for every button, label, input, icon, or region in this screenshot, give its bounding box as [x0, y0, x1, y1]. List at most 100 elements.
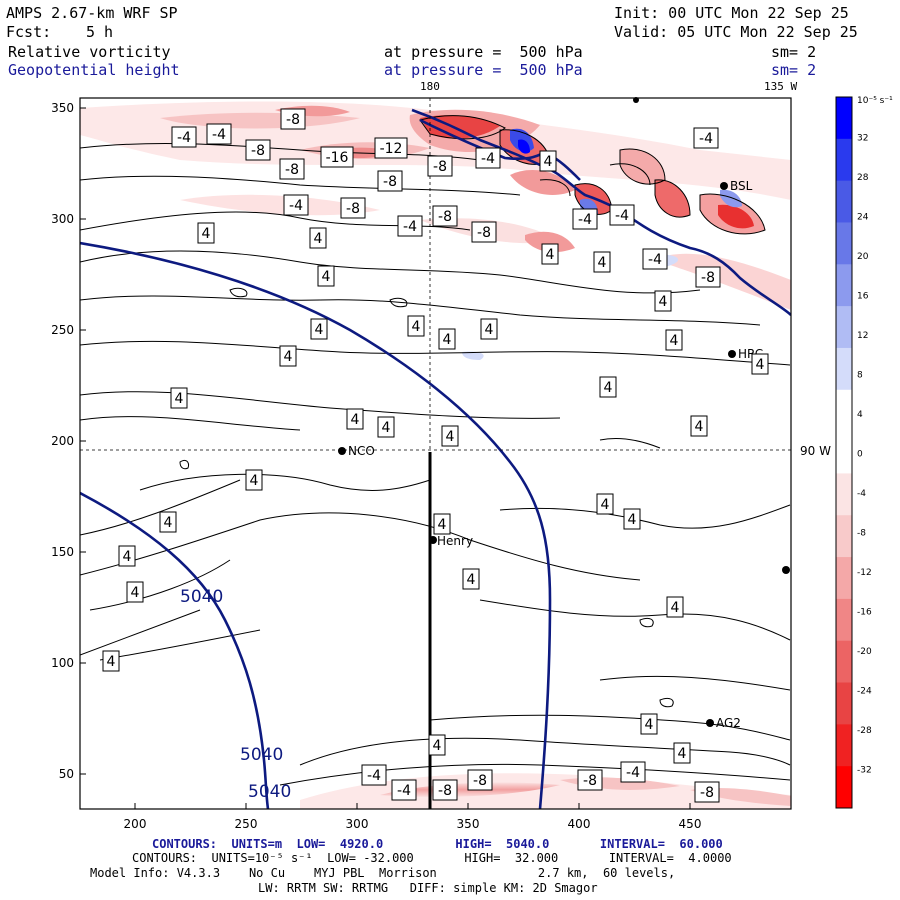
colorbar-segment: [836, 473, 852, 516]
vorticity-label: 4: [245, 469, 263, 491]
vorticity-label-text: 4: [628, 512, 637, 528]
colorbar-segment: [836, 347, 852, 391]
vorticity-label-text: -4: [403, 219, 417, 235]
vorticity-label-text: 4: [598, 255, 607, 271]
vorticity-label: 4: [462, 568, 480, 590]
colorbar-segment: [836, 557, 852, 600]
vorticity-label: 4: [309, 227, 327, 249]
colorbar-segment: [836, 515, 852, 558]
colorbar-segment: [836, 431, 852, 474]
vorticity-label: 4: [159, 511, 177, 533]
vorticity-label: -4: [171, 126, 197, 148]
colorbar-segment: [836, 724, 852, 767]
vorticity-label: -4: [397, 215, 423, 237]
vorticity-label: -4: [572, 208, 598, 230]
vorticity-label: 4: [433, 513, 451, 535]
colorbar-tick-label: -28: [857, 726, 872, 736]
vorticity-label: -4: [620, 761, 646, 783]
height-label: 5040: [180, 587, 223, 607]
vorticity-label-text: 4: [671, 600, 680, 616]
vorticity-label: -8: [377, 170, 403, 192]
vorticity-label-text: 4: [382, 420, 391, 436]
vorticity-label: 4: [673, 742, 691, 764]
vorticity-label-text: 4: [123, 549, 132, 565]
vorticity-label-text: -8: [251, 143, 265, 159]
vorticity-label-text: -8: [700, 785, 714, 801]
vorticity-label: 4: [480, 318, 498, 340]
vorticity-label: -4: [475, 147, 501, 169]
vorticity-label: 4: [690, 415, 708, 437]
vorticity-label-text: -4: [626, 765, 640, 781]
vorticity-label: -4: [693, 127, 719, 149]
y-tick-label: 50: [59, 767, 74, 781]
field1-level: at pressure = 500 hPa: [384, 43, 583, 61]
field1-smoothing: sm= 2: [771, 43, 817, 61]
vorticity-label-text: -8: [438, 209, 452, 225]
vorticity-label-text: 4: [433, 738, 442, 754]
height-label: 5040: [240, 745, 283, 765]
vorticity-label-text: -8: [383, 174, 397, 190]
vorticity-label: 4: [751, 353, 769, 375]
vorticity-label: 4: [596, 493, 614, 515]
x-tick-label: 200: [124, 817, 147, 831]
vorticity-label: 4: [441, 425, 459, 447]
colorbar-tick-label: 20: [857, 252, 869, 262]
vorticity-label-text: 4: [322, 269, 331, 285]
forecast-hours: 5 h: [86, 23, 114, 41]
vorticity-label: 4: [593, 251, 611, 273]
colorbar-tick-label: 32: [857, 134, 868, 144]
vorticity-label-text: 4: [315, 322, 324, 338]
y-tick-label: 250: [51, 323, 74, 337]
vorticity-label: -12: [374, 137, 408, 159]
field2-level: at pressure = 500 hPa: [384, 61, 583, 79]
colorbar-tick-label: -24: [857, 687, 872, 697]
vorticity-label: 4: [438, 328, 456, 350]
vorticity-label: -8: [432, 205, 458, 227]
colorbar-segment: [836, 640, 852, 684]
colorbar-segment: [836, 389, 852, 433]
vorticity-label-text: -4: [481, 151, 495, 167]
vorticity-label-text: -8: [346, 201, 360, 217]
vorticity-label: 4: [599, 376, 617, 398]
forecast-label: Fcst:: [6, 23, 52, 41]
colorbar-tick-label: 4: [857, 410, 863, 420]
vorticity-label-text: -4: [212, 127, 226, 143]
vorticity-label-text: -4: [367, 768, 381, 784]
vorticity-label: -4: [642, 248, 668, 270]
vorticity-label: 4: [346, 408, 364, 430]
colorbar-segment: [836, 598, 852, 642]
station-marker: [706, 719, 714, 727]
vorticity-label: -8: [695, 266, 721, 288]
colorbar-tick-label: -16: [857, 608, 872, 618]
vorticity-label: -4: [361, 764, 387, 786]
colorbar-segment: [836, 97, 852, 140]
y-axis-labels: 350 300 250 200 150 100 50: [51, 101, 74, 781]
colorbar-tick-label: -8: [857, 529, 866, 539]
vorticity-label: 4: [666, 596, 684, 618]
vorticity-label: 4: [118, 545, 136, 567]
vorticity-label: 4: [428, 734, 446, 756]
vorticity-label-text: -8: [583, 773, 597, 789]
vorticity-label-text: 4: [175, 391, 184, 407]
station-marker: [720, 182, 728, 190]
y-tick-label: 300: [51, 212, 74, 226]
vorticity-label-text: 4: [659, 294, 668, 310]
vorticity-label-text: 4: [284, 349, 293, 365]
vorticity-label-text: -4: [578, 212, 592, 228]
vorticity-label: -8: [280, 108, 306, 130]
x-tick-label: 400: [568, 817, 591, 831]
vorticity-label: -4: [206, 123, 232, 145]
colorbar-segment: [836, 180, 852, 223]
footer-model-info: Model Info: V4.3.3 No Cu MYJ PBL Morriso…: [90, 866, 676, 880]
vorticity-label-text: 4: [446, 429, 455, 445]
colorbar-tick-label: 28: [857, 173, 869, 183]
vorticity-label: -8: [471, 221, 497, 243]
vorticity-label: -8: [577, 769, 603, 791]
station-label: NCO: [348, 444, 375, 458]
colorbar-tick-label: 8: [857, 371, 863, 381]
colorbar-segment: [836, 766, 852, 809]
vorticity-label-text: -8: [285, 162, 299, 178]
y-tick-label: 200: [51, 434, 74, 448]
colorbar-tick-label: -32: [857, 766, 872, 776]
